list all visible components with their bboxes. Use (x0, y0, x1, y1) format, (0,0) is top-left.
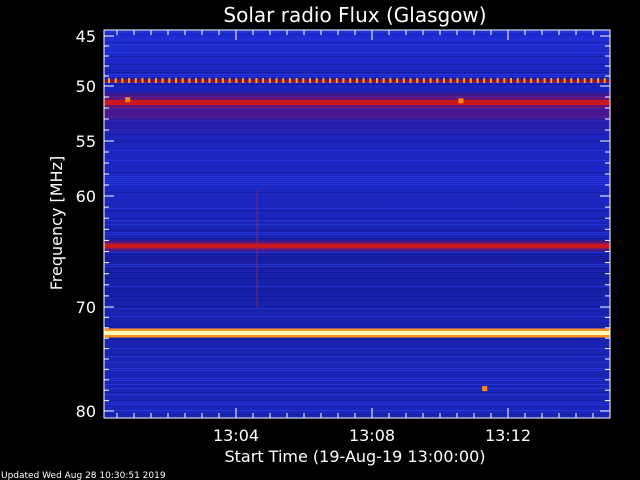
y-tick-label-55: 55 (76, 132, 96, 151)
axes: 45 50 55 60 70 80 13:04 13:08 13:12 (76, 27, 611, 445)
plot-frame (103, 29, 611, 419)
band-2 (104, 240, 610, 252)
x-axis-label: Start Time (19-Aug-19 13:00:00) (225, 447, 486, 466)
plot-area (104, 30, 610, 418)
x-tick-label-4: 13:04 (213, 426, 259, 445)
x-tick-label-8: 13:08 (349, 426, 395, 445)
vertical-streak (256, 190, 258, 307)
chart-title: Solar radio Flux (Glasgow) (223, 3, 486, 27)
x-tick-label-12: 13:12 (485, 426, 531, 445)
y-tick-label-80: 80 (76, 402, 96, 421)
y-tick-label-50: 50 (76, 77, 96, 96)
band-3 (104, 328, 610, 338)
y-tick-label-70: 70 (76, 298, 96, 317)
spot-1 (458, 98, 464, 104)
spot-2 (482, 386, 488, 392)
band-1 (104, 97, 610, 108)
spot-0 (125, 97, 131, 103)
y-tick-label-45: 45 (76, 27, 96, 46)
updated-timestamp: Updated Wed Aug 28 10:30:51 2019 (1, 471, 166, 480)
y-tick-label-60: 60 (76, 187, 96, 206)
y-axis-label: Frequency [MHz] (47, 156, 66, 290)
